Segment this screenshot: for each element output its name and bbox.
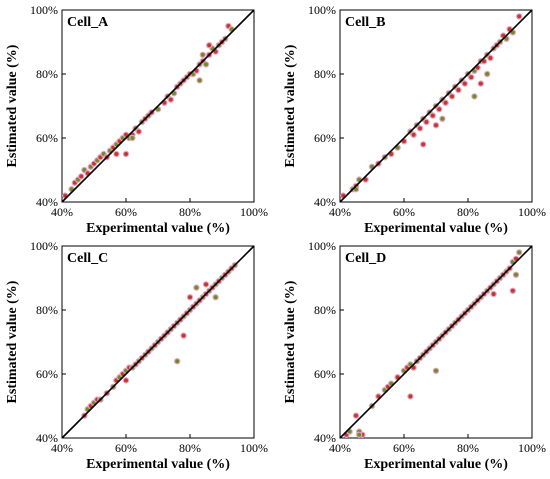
data-point <box>436 105 443 113</box>
y-tick-label: 60% <box>36 131 58 145</box>
data-point <box>442 99 449 107</box>
x-tick-label: 80% <box>179 441 201 455</box>
data-point <box>484 70 491 78</box>
data-point <box>468 73 475 81</box>
data-point <box>487 54 494 62</box>
panel-title: Cell_A <box>67 15 109 30</box>
x-tick-label: 40% <box>51 441 73 455</box>
x-tick-label: 40% <box>329 205 351 219</box>
y-tick-label: 80% <box>36 67 58 81</box>
y-axis-label: Estimated value (%) <box>5 44 20 167</box>
x-tick-label: 60% <box>115 205 137 219</box>
x-tick-label: 100% <box>240 441 268 455</box>
reference-line <box>61 9 255 203</box>
data-point <box>122 150 130 158</box>
data-point <box>516 249 523 256</box>
data-point <box>423 118 430 126</box>
x-axis-label: Experimental value (%) <box>86 221 230 236</box>
x-tick-label: 40% <box>51 205 73 219</box>
data-point <box>432 121 440 129</box>
x-tick-label: 60% <box>393 205 415 219</box>
data-point <box>416 125 424 132</box>
chart-panel-2: 40%40% 60% 60% 80% 80% 100% 100% Cell_B Experime… <box>283 3 546 236</box>
y-axis-label: Estimated value (%) <box>283 44 298 167</box>
panel-title: Cell_D <box>345 251 386 266</box>
x-axis-label: Experimental value (%) <box>364 221 508 236</box>
y-tick-label: 40% <box>314 431 336 445</box>
data-point <box>420 141 427 148</box>
data-point <box>196 77 203 84</box>
x-tick-label: 100% <box>518 441 546 455</box>
data-point <box>471 93 478 100</box>
x-tick-label: 80% <box>457 441 479 455</box>
data-point <box>180 332 187 339</box>
data-point <box>352 412 360 419</box>
x-axis-label: Experimental value (%) <box>364 457 508 472</box>
data-point <box>193 284 200 291</box>
y-tick-label: 100% <box>30 3 58 17</box>
data-point <box>509 287 516 294</box>
y-tick-label: 40% <box>36 431 58 445</box>
y-tick-label: 80% <box>314 67 336 81</box>
x-tick-label: 80% <box>179 205 201 219</box>
y-tick-label: 100% <box>30 239 58 253</box>
data-point <box>202 61 210 68</box>
y-tick-label: 40% <box>36 195 58 209</box>
data-point <box>202 281 210 288</box>
data-point <box>512 271 520 278</box>
data-point <box>77 173 85 180</box>
data-point <box>490 290 497 298</box>
data-point <box>205 42 213 49</box>
x-tick-label: 100% <box>518 205 546 219</box>
reference-line <box>339 245 533 439</box>
data-point <box>167 96 174 103</box>
y-tick-label: 40% <box>314 195 336 209</box>
data-point <box>516 13 523 20</box>
chart-panel-1: 40%40% 60% 60% 80% 80% 100% 100% Cell_A Experime… <box>5 3 268 236</box>
y-tick-label: 60% <box>314 131 336 145</box>
y-tick-label: 100% <box>308 3 336 17</box>
y-tick-label: 80% <box>36 303 58 317</box>
data-point <box>173 358 181 365</box>
x-tick-label: 80% <box>457 205 479 219</box>
data-point <box>455 86 462 94</box>
data-point <box>461 80 468 87</box>
reference-line <box>339 9 533 203</box>
x-tick-label: 40% <box>329 441 351 455</box>
panel-title: Cell_B <box>345 15 385 30</box>
y-tick-label: 100% <box>308 239 336 253</box>
y-axis-label: Estimated value (%) <box>5 280 20 403</box>
x-tick-label: 60% <box>393 441 415 455</box>
data-point <box>439 115 446 123</box>
y-tick-label: 60% <box>314 367 336 381</box>
data-point <box>432 367 440 374</box>
data-point <box>356 431 363 438</box>
data-point <box>113 150 120 158</box>
y-tick-label: 80% <box>314 303 336 317</box>
x-tick-label: 60% <box>115 441 137 455</box>
data-point <box>122 377 130 384</box>
reference-line <box>61 245 255 439</box>
panel-title: Cell_C <box>67 251 108 266</box>
y-tick-label: 60% <box>36 367 58 381</box>
data-point <box>429 112 436 119</box>
y-axis-label: Estimated value (%) <box>283 280 298 403</box>
chart-panel-3: 40%40% 60% 60% 80% 80% 100% 100% Cell_C Experime… <box>5 239 268 472</box>
data-point <box>407 393 414 400</box>
data-point <box>186 294 194 301</box>
data-point <box>448 93 456 100</box>
data-point <box>135 128 142 135</box>
chart-panel-4: 40%40% 60% 60% 80% 80% 100% 100% Cell_D Experime… <box>283 239 546 472</box>
x-axis-label: Experimental value (%) <box>86 457 230 472</box>
data-point <box>199 51 206 59</box>
data-point <box>410 131 417 138</box>
data-point <box>477 80 484 87</box>
data-point <box>212 294 219 301</box>
data-point <box>129 134 136 142</box>
x-tick-label: 100% <box>240 205 268 219</box>
